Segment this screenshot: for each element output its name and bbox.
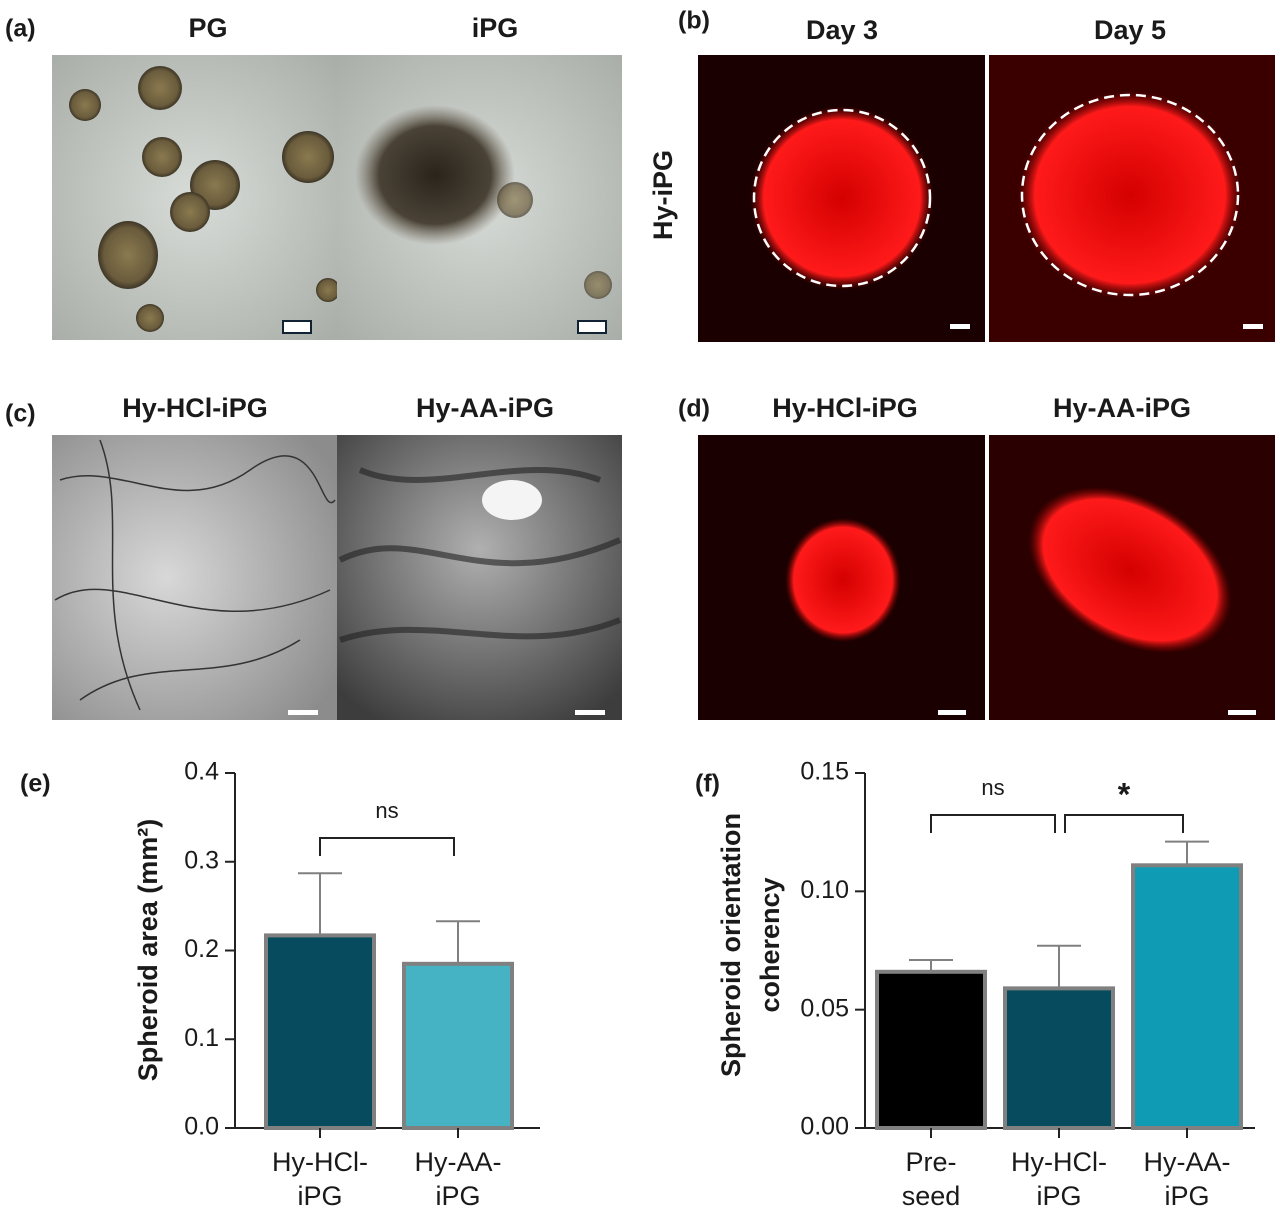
significance-label: * [1118,776,1131,812]
bar [875,969,987,1130]
significance-bracket [1064,814,1184,833]
error-bar [298,872,342,936]
x-tick-label: Hy-HCl-iPG [1011,1147,1107,1211]
row-label: Hy-iPG [648,150,678,240]
y-tick-label: 0.2 [184,935,219,963]
y-axis-label: Spheroid area (mm²) [133,819,163,1082]
void [482,480,542,520]
bar [1131,863,1243,1130]
x-tick-label: Hy-HCl-iPG [272,1147,368,1211]
panel-a: (a) PG iPG [5,13,622,340]
panel-label: (a) [5,15,36,43]
error-bar [1165,840,1209,866]
y-tick-label: 0.00 [800,1113,849,1141]
panel-c: (c) Hy-HCl-iPG Hy-AA-iPG [5,393,622,720]
panel-d: (d) Hy-HCl-iPG Hy-AA-iPG [678,393,1275,720]
significance-bracket [319,837,455,856]
error-bar [1037,944,1081,989]
panel-title: Hy-HCl-iPG [122,393,268,423]
error-bar [909,958,953,972]
y-tick-label: 0.10 [800,876,849,904]
scale-bar [577,320,607,334]
panel-label: (d) [678,395,710,423]
y-axis-label: coherency [755,877,785,1012]
x-tick-label: Hy-AA-iPG [1144,1147,1231,1211]
spheroid [142,137,182,177]
outline [752,108,932,288]
fibers [338,467,622,643]
panel-title: Day 5 [1094,15,1166,45]
spheroid [785,518,901,642]
bar [402,961,514,1130]
scale-bar [288,710,318,715]
outline [1020,93,1240,297]
x-tick-label: Pre-seed [902,1147,961,1211]
spheroid [69,89,101,121]
y-tick-label: 0.05 [800,994,849,1022]
error-bar [436,920,480,964]
scale-bar [575,710,605,715]
scale-bar [1243,324,1263,329]
spheroid [355,105,515,245]
x-tick-label: Hy-AA-iPG [415,1147,502,1211]
panel-label: (c) [5,400,36,428]
spheroid [138,66,182,110]
y-tick-label: 0.1 [184,1024,219,1052]
bar [264,933,376,1130]
significance-bracket [930,814,1056,833]
scale-bar [1228,710,1256,715]
bar [1003,986,1115,1130]
spheroid [282,131,334,183]
spheroid [1018,91,1242,299]
y-tick-label: 0.3 [184,846,219,874]
spheroid [750,106,934,290]
scale-bar [938,710,966,715]
spheroid [497,182,533,218]
scale-bar [282,320,312,334]
panel-title: PG [188,13,227,43]
y-tick-label: 0.15 [800,758,849,786]
micrograph [52,435,337,720]
scale-bar [950,324,970,329]
y-tick-label: 0.4 [184,758,219,786]
significance-label: ns [375,798,398,823]
y-tick-label: 0.0 [184,1113,219,1141]
panel-label: (e) [20,770,51,798]
charts: (e) Spheroid area (mm²) 0.0 0.1 0.2 0.3 0.4 Hy-… [20,758,1255,1211]
micrograph [337,435,622,720]
spheroid [316,278,340,302]
panel-title: Hy-AA-iPG [1053,393,1191,423]
panel-title: Hy-AA-iPG [416,393,554,423]
panel-title: Day 3 [806,15,878,45]
spheroid [170,192,210,232]
spheroid [584,271,612,299]
panel-b: (b) Day 3 Day 5 Hy-iPG [648,7,1275,342]
panel-label: (f) [695,770,720,798]
spheroid [1028,486,1232,654]
panel-title: iPG [472,13,519,43]
y-axis-label: Spheroid orientation [716,813,746,1077]
significance-label: ns [981,775,1004,800]
panel-label: (b) [678,7,710,35]
spheroid [98,221,158,289]
spheroid [136,304,164,332]
panel-title: Hy-HCl-iPG [772,393,918,423]
fibers [54,439,336,711]
